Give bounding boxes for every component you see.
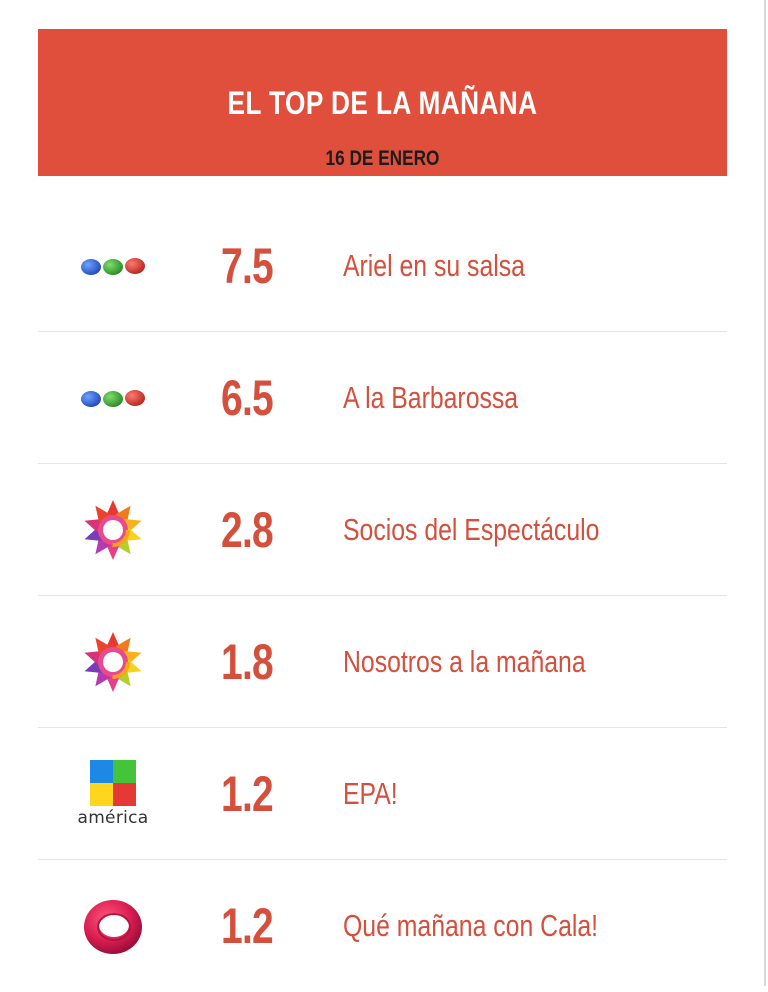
header-date: 16 DE ENERO [325, 147, 440, 170]
rating-value: 2.8 [221, 502, 274, 558]
eltrece-star-icon [58, 596, 168, 728]
rating-value: 6.5 [221, 370, 274, 426]
show-title: Nosotros a la mañana [343, 644, 586, 679]
telefe-three-dots-icon [58, 200, 168, 332]
rating-value: 7.5 [221, 238, 274, 294]
canal9-ring-icon [58, 860, 168, 992]
ratings-row: 1.2 Qué mañana con Cala! [38, 860, 727, 992]
show-title: Qué mañana con Cala! [343, 908, 599, 943]
america-squares-icon: américa [58, 728, 168, 860]
ratings-row: 1.8 Nosotros a la mañana [38, 596, 727, 728]
show-title: Socios del Espectáculo [343, 512, 600, 547]
ratings-list: 7.5 Ariel en su salsa 6.5 A la Barbaross… [38, 200, 727, 992]
ratings-row: 2.8 Socios del Espectáculo [38, 464, 727, 596]
page-edge-divider [764, 0, 766, 986]
rating-value: 1.8 [221, 634, 274, 690]
ratings-row: 6.5 A la Barbarossa [38, 332, 727, 464]
america-logo-text: américa [77, 808, 149, 828]
eltrece-star-icon [58, 464, 168, 596]
ratings-row: américa 1.2 EPA! [38, 728, 727, 860]
show-title: A la Barbarossa [343, 380, 519, 415]
header-title: EL TOP DE LA MAÑANA [227, 85, 538, 121]
show-title: Ariel en su salsa [343, 248, 525, 283]
rating-value: 1.2 [221, 898, 274, 954]
ratings-header: EL TOP DE LA MAÑANA 16 DE ENERO [38, 29, 727, 176]
telefe-three-dots-icon [58, 332, 168, 464]
show-title: EPA! [343, 776, 398, 811]
ratings-row: 7.5 Ariel en su salsa [38, 200, 727, 332]
rating-value: 1.2 [221, 766, 274, 822]
